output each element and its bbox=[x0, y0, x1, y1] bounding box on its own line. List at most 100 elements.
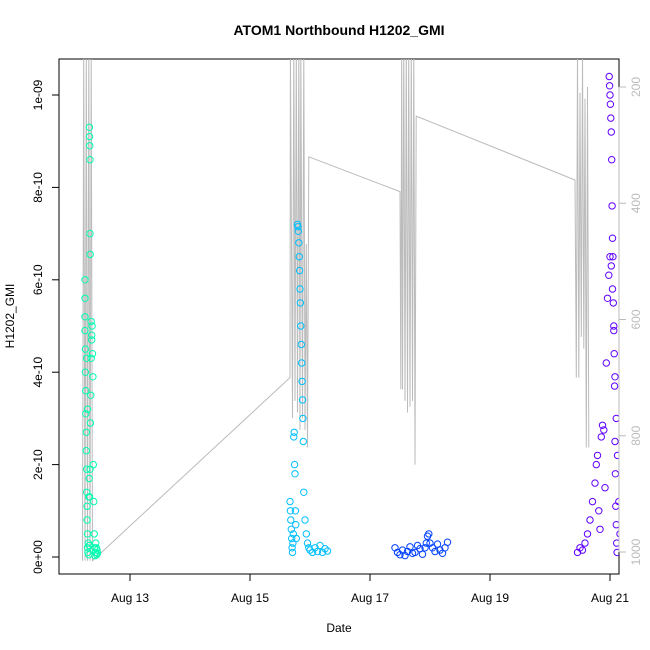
y-axis: 0e+00 2e-10 4e-10 6e-10 8e-10 1e-09 bbox=[31, 79, 60, 574]
data-point bbox=[88, 350, 97, 358]
data-point bbox=[90, 497, 98, 506]
data-point bbox=[85, 493, 93, 501]
data-point bbox=[588, 497, 597, 506]
data-point bbox=[290, 433, 298, 441]
data-point bbox=[600, 426, 608, 434]
data-point bbox=[608, 156, 616, 164]
data-point bbox=[593, 451, 602, 460]
data-point bbox=[606, 253, 614, 261]
data-point bbox=[418, 550, 427, 558]
data-point bbox=[294, 227, 302, 236]
plot-area bbox=[58, 58, 620, 575]
y2-tick-label: 400 bbox=[629, 193, 643, 213]
data-point bbox=[85, 123, 94, 132]
data-point bbox=[92, 539, 100, 547]
data-point bbox=[611, 373, 619, 381]
data-point bbox=[85, 551, 93, 559]
x-tick-label: Aug 15 bbox=[231, 591, 269, 605]
data-point bbox=[605, 271, 613, 279]
x-tick-label: Aug 13 bbox=[111, 591, 149, 605]
data-point bbox=[323, 547, 332, 555]
data-point bbox=[86, 229, 94, 238]
data-point bbox=[610, 350, 618, 358]
data-point bbox=[608, 285, 617, 293]
data-point bbox=[294, 223, 302, 231]
data-point bbox=[88, 322, 96, 330]
data-point bbox=[421, 544, 429, 552]
data-point bbox=[83, 544, 92, 552]
data-point bbox=[608, 234, 617, 242]
data-point bbox=[81, 313, 89, 321]
y-tick-label: 1e-09 bbox=[31, 79, 45, 110]
data-point bbox=[86, 419, 95, 427]
data-point bbox=[86, 156, 94, 164]
data-point bbox=[83, 354, 91, 362]
data-point bbox=[299, 414, 307, 423]
data-point bbox=[87, 354, 95, 362]
data-point bbox=[598, 421, 607, 429]
data-point bbox=[298, 377, 306, 386]
data-point bbox=[607, 114, 615, 122]
series-3 bbox=[391, 530, 452, 560]
data-point bbox=[291, 507, 300, 515]
data-point bbox=[288, 544, 296, 552]
data-point bbox=[295, 239, 303, 247]
y-tick-label: 0e+00 bbox=[31, 540, 45, 574]
data-point bbox=[288, 534, 296, 543]
data-point bbox=[606, 91, 614, 99]
series-1 bbox=[81, 123, 102, 560]
data-point bbox=[613, 451, 619, 460]
data-point bbox=[586, 516, 594, 524]
data-point bbox=[610, 326, 618, 335]
data-point bbox=[286, 507, 295, 515]
x-axis-label: Date bbox=[326, 621, 352, 635]
data-point bbox=[610, 322, 618, 330]
data-point bbox=[313, 547, 322, 556]
pressure-line-layer bbox=[82, 59, 590, 562]
data-point bbox=[612, 521, 619, 529]
data-point bbox=[82, 428, 91, 436]
data-point bbox=[297, 322, 305, 330]
data-point bbox=[443, 538, 452, 546]
data-point bbox=[90, 530, 98, 538]
data-point bbox=[609, 299, 617, 307]
data-point bbox=[83, 465, 91, 473]
data-point bbox=[89, 460, 98, 469]
data-point bbox=[81, 326, 89, 335]
x-tick-label: Aug 19 bbox=[471, 591, 509, 605]
data-point bbox=[431, 547, 439, 556]
data-point bbox=[303, 539, 312, 547]
data-point bbox=[83, 516, 91, 524]
data-point bbox=[609, 253, 617, 261]
pressure-line bbox=[82, 59, 590, 562]
data-point bbox=[401, 551, 409, 560]
data-point bbox=[616, 530, 619, 538]
data-point bbox=[583, 530, 592, 538]
data-point bbox=[87, 317, 95, 326]
data-point bbox=[82, 387, 90, 395]
data-point bbox=[422, 539, 430, 547]
data-point bbox=[607, 128, 615, 136]
data-point bbox=[433, 540, 442, 548]
data-point bbox=[93, 549, 102, 557]
data-point bbox=[597, 433, 605, 441]
y2-axis: 200 400 600 800 1000 bbox=[618, 77, 643, 565]
data-point bbox=[578, 546, 587, 554]
y-tick-label: 4e-10 bbox=[31, 357, 45, 388]
data-point bbox=[85, 474, 93, 483]
data-point bbox=[81, 276, 89, 284]
data-point bbox=[81, 294, 89, 302]
data-point bbox=[81, 345, 90, 353]
data-point bbox=[296, 285, 304, 293]
y-axis-label: H1202_GMI bbox=[3, 284, 17, 349]
data-point bbox=[428, 544, 437, 552]
data-point bbox=[612, 502, 619, 510]
data-point bbox=[596, 525, 604, 533]
data-point bbox=[605, 72, 613, 81]
data-point bbox=[82, 447, 91, 455]
data-point bbox=[300, 488, 308, 496]
data-point bbox=[592, 460, 600, 469]
data-point bbox=[601, 484, 609, 492]
data-point bbox=[85, 132, 94, 141]
data-point bbox=[292, 534, 300, 543]
